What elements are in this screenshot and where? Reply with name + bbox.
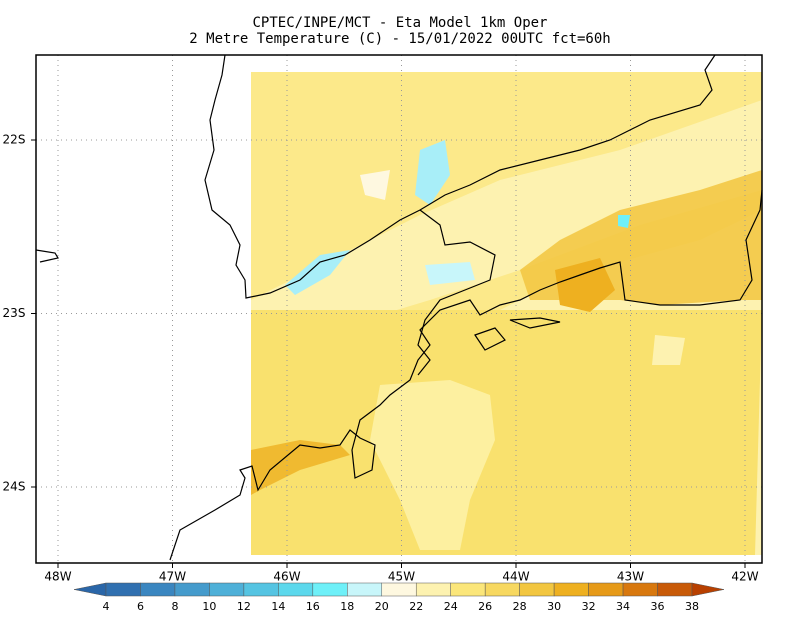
- lon-label: 44W: [502, 570, 529, 584]
- lat-label: 24S: [3, 480, 26, 494]
- lon-label: 48W: [44, 570, 71, 584]
- ocean-field: [251, 310, 762, 555]
- colorbar-label: 38: [685, 600, 699, 613]
- colorbar-label: 6: [137, 600, 144, 613]
- field-patch: [251, 100, 762, 360]
- colorbar-triangle: [73, 582, 107, 597]
- colorbar-box: [519, 582, 555, 597]
- field-patch: [555, 258, 615, 312]
- colorbar-label: 32: [582, 600, 596, 613]
- colorbar-label: 22: [409, 600, 423, 613]
- lon-label: 45W: [388, 570, 415, 584]
- colorbar-box: [381, 582, 417, 597]
- colorbar-label: 30: [547, 600, 561, 613]
- colorbar-label: 14: [271, 600, 285, 613]
- colorbar-box: [209, 582, 245, 597]
- colorbar-box: [588, 582, 624, 597]
- colorbar-label: 28: [513, 600, 527, 613]
- colorbar-label: 18: [340, 600, 354, 613]
- lat-label: 22S: [3, 133, 26, 147]
- lon-label: 47W: [159, 570, 186, 584]
- coastline: [169, 189, 763, 561]
- colorbar-box: [415, 582, 451, 597]
- colorbar-box: [450, 582, 486, 597]
- state-border: [204, 54, 716, 299]
- colorbar-label: 36: [651, 600, 665, 613]
- colorbar-label: 26: [478, 600, 492, 613]
- colorbar: 4 6 8 10 12 14 16 18 20 22 24 26 28 30 32 34 36 38: [73, 582, 725, 613]
- lon-label: 42W: [731, 570, 758, 584]
- title-line: CPTEC/INPE/MCT - Eta Model 1km Oper: [252, 15, 547, 31]
- colorbar-box: [622, 582, 658, 597]
- colorbar-box: [347, 582, 383, 597]
- colorbar-box: [657, 582, 693, 597]
- lon-label: 46W: [273, 570, 300, 584]
- lat-label: 23S: [3, 306, 26, 320]
- field-patch: [415, 140, 450, 205]
- colorbar-box: [140, 582, 176, 597]
- colorbar-box: [553, 582, 589, 597]
- colorbar-label: 8: [171, 600, 178, 613]
- field-patch: [370, 380, 495, 550]
- colorbar-label: 4: [103, 600, 110, 613]
- colorbar-box: [243, 582, 279, 597]
- river: [35, 249, 59, 263]
- colorbar-label: 24: [444, 600, 458, 613]
- grid: [36, 55, 762, 563]
- colorbar-triangle: [691, 582, 725, 597]
- colorbar-box: [278, 582, 314, 597]
- colorbar-box: [105, 582, 141, 597]
- title-line: 2 Metre Temperature (C) - 15/01/2022 00U…: [189, 31, 610, 47]
- map-frame: [35, 54, 763, 564]
- colorbar-label: 12: [237, 600, 251, 613]
- colorbar-box: [174, 582, 210, 597]
- colorbar-label: 10: [202, 600, 216, 613]
- colorbar-label: 34: [616, 600, 630, 613]
- colorbar-box: [484, 582, 520, 597]
- field-patch: [425, 262, 475, 285]
- colorbar-box: [312, 582, 348, 597]
- lon-label: 43W: [617, 570, 644, 584]
- field-patch: [251, 440, 350, 495]
- field-patch: [618, 215, 630, 228]
- map: [35, 54, 763, 564]
- state-border: [417, 209, 496, 376]
- colorbar-label: 16: [306, 600, 320, 613]
- island: [474, 317, 561, 351]
- field-patch: [652, 335, 685, 365]
- field-patch: [285, 250, 350, 295]
- colorbar-label: 20: [375, 600, 389, 613]
- field-patch: [360, 170, 390, 200]
